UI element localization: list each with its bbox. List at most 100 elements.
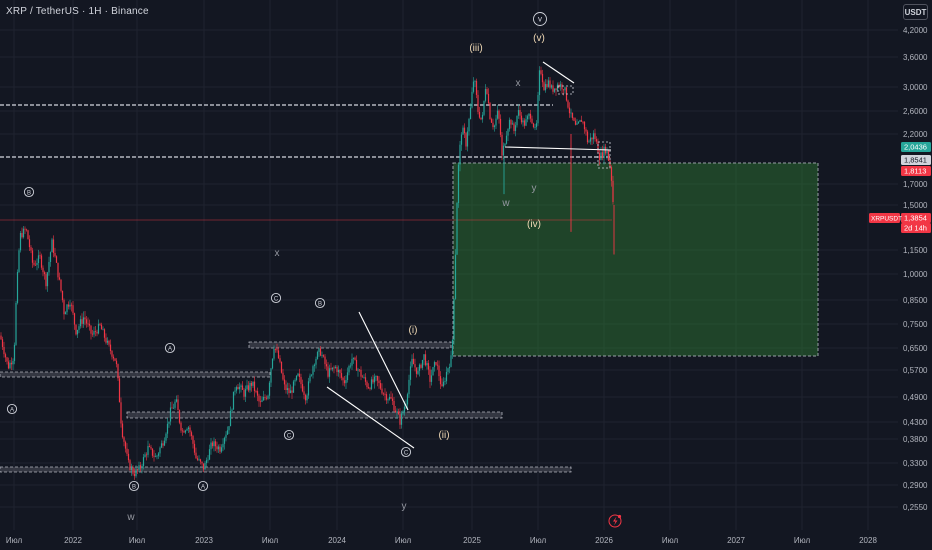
small-range-box[interactable] bbox=[557, 85, 574, 95]
price-axis-label: 3,0000 bbox=[903, 83, 928, 92]
candle-body bbox=[199, 459, 202, 462]
candle-body bbox=[391, 398, 394, 401]
candle-body bbox=[307, 381, 310, 396]
candle-body bbox=[138, 465, 140, 470]
wedge-lower-line[interactable] bbox=[326, 386, 415, 449]
candle-body bbox=[571, 112, 574, 119]
range-band[interactable] bbox=[126, 411, 503, 419]
candle-body bbox=[409, 366, 412, 380]
candle-body bbox=[493, 125, 496, 128]
candle-body bbox=[454, 254, 457, 299]
candle-body bbox=[3, 346, 5, 355]
candle-body bbox=[142, 457, 145, 467]
wedge-top-line[interactable] bbox=[542, 61, 575, 84]
candle-body bbox=[136, 469, 139, 471]
candle-body bbox=[277, 350, 280, 359]
wave-label: B bbox=[128, 480, 140, 492]
lightning-icon[interactable] bbox=[608, 514, 622, 528]
candle-body bbox=[393, 400, 395, 411]
wave-label: C bbox=[400, 446, 412, 458]
candle-body bbox=[76, 329, 79, 335]
price-axis-label: 1,7000 bbox=[903, 180, 928, 189]
wave-label-circle bbox=[6, 403, 18, 415]
candle-body bbox=[220, 447, 223, 452]
range-band[interactable] bbox=[0, 371, 271, 378]
candle-body bbox=[153, 455, 155, 457]
candle-body bbox=[441, 384, 443, 387]
candle-body bbox=[310, 374, 313, 376]
price-axis-label: 0,2900 bbox=[903, 481, 928, 490]
candle-body bbox=[231, 409, 233, 411]
candle-body bbox=[58, 277, 61, 280]
candle-body bbox=[495, 118, 497, 126]
price-axis[interactable]: 4,2000 3,6000 3,0000 2,6000 2,2000 1,7000 1,50… bbox=[901, 26, 931, 512]
candle-body bbox=[184, 430, 187, 433]
candle-body bbox=[348, 366, 350, 373]
candle-body bbox=[354, 357, 356, 360]
price-tag-text: 2,0436 bbox=[904, 143, 927, 152]
wave-label-text: A bbox=[168, 346, 172, 352]
candle-body bbox=[498, 110, 500, 119]
candle-body bbox=[555, 88, 557, 90]
candle-body bbox=[456, 203, 458, 255]
price-tag: 2,0436 bbox=[901, 142, 931, 152]
candle-body bbox=[252, 381, 254, 386]
range-band[interactable] bbox=[248, 341, 452, 349]
candle-body bbox=[97, 323, 100, 334]
wave-label: x bbox=[275, 248, 280, 259]
candle-body bbox=[243, 389, 245, 397]
candle-body bbox=[46, 272, 49, 287]
wave-label-text: C bbox=[404, 450, 409, 456]
candle-body bbox=[343, 380, 346, 384]
price-axis-label: 0,6500 bbox=[903, 344, 928, 353]
wave-label-text: (i) bbox=[409, 325, 418, 336]
target-zone[interactable] bbox=[452, 162, 819, 357]
candle-body bbox=[568, 107, 571, 114]
candle-body bbox=[381, 388, 383, 394]
candle-body bbox=[489, 102, 491, 120]
candle-body bbox=[270, 368, 272, 383]
candle-body bbox=[375, 375, 377, 377]
price-axis-label: 4,2000 bbox=[903, 26, 928, 35]
candle-body bbox=[216, 446, 218, 450]
wedge-upper-line[interactable] bbox=[358, 311, 409, 411]
candle-body bbox=[541, 73, 544, 83]
time-axis[interactable]: Июл 2022 Июл 2023 Июл 2024 Июл 2025 Июл 2026 Июл 20… bbox=[6, 536, 878, 545]
symbol-tag: XRPUSDT bbox=[869, 213, 902, 223]
wave-label-circle bbox=[533, 12, 547, 26]
candle-body bbox=[582, 121, 584, 123]
small-range-line[interactable] bbox=[504, 146, 612, 151]
candle-body bbox=[430, 375, 433, 382]
candle-body bbox=[591, 137, 593, 140]
time-axis-label: Июл bbox=[262, 536, 279, 545]
wave-label-circle bbox=[197, 480, 209, 492]
wave-label-text: (ii) bbox=[438, 430, 449, 441]
candle-body bbox=[75, 324, 77, 335]
candle-body bbox=[196, 458, 199, 460]
candle-body bbox=[7, 361, 10, 369]
candle-body bbox=[483, 100, 485, 115]
candle-body bbox=[256, 391, 259, 396]
notification-dot bbox=[617, 514, 622, 519]
candle-body bbox=[472, 81, 475, 92]
candle-body bbox=[115, 360, 118, 365]
currency-button[interactable]: USDT bbox=[903, 4, 928, 20]
candle-body bbox=[207, 459, 209, 461]
candle-body bbox=[388, 396, 391, 400]
candles-group bbox=[0, 66, 615, 480]
candle-body bbox=[445, 371, 448, 382]
wave-label: C bbox=[283, 429, 295, 441]
candle-body bbox=[396, 411, 398, 413]
small-range-box[interactable] bbox=[597, 141, 611, 169]
candle-body bbox=[40, 255, 43, 268]
candle-body bbox=[118, 378, 121, 403]
candle-body bbox=[600, 152, 602, 160]
range-band[interactable] bbox=[0, 466, 572, 473]
candle-body bbox=[225, 434, 227, 438]
candle-body bbox=[24, 228, 26, 230]
candle-body bbox=[399, 414, 401, 425]
candle-body bbox=[448, 366, 451, 369]
candle-body bbox=[358, 369, 361, 371]
candle-body bbox=[412, 358, 415, 365]
